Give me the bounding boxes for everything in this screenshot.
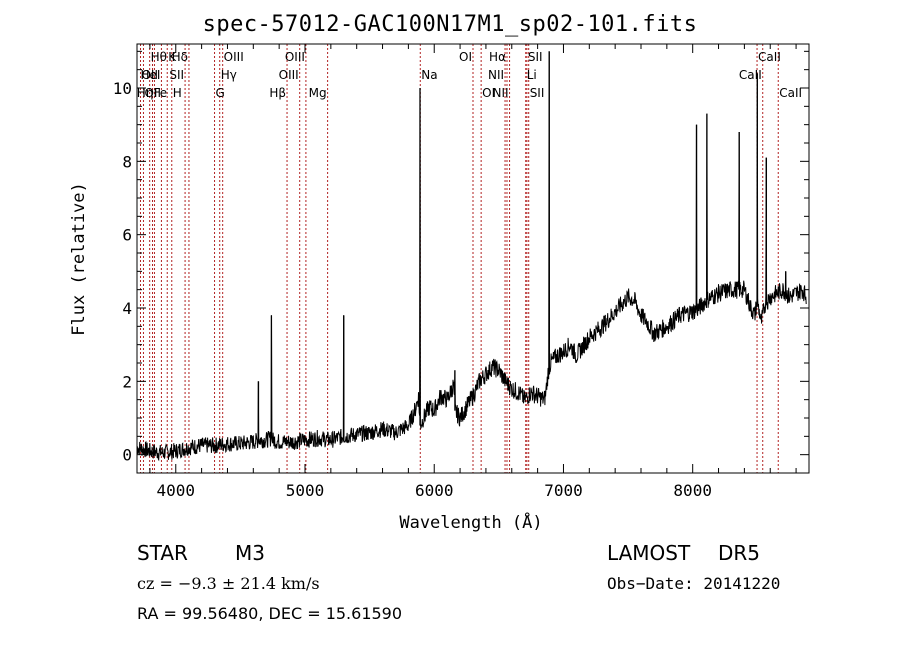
spectral-line-label: OII xyxy=(141,68,158,82)
survey-name: LAMOST xyxy=(607,541,691,565)
spectral-line-label: Li xyxy=(527,68,537,82)
spectral-line-label: OII xyxy=(144,86,161,100)
spectral-line-label: G xyxy=(216,86,225,100)
y-axis-label: Flux (relative) xyxy=(69,182,89,336)
spectral-line-label: CaII xyxy=(739,68,762,82)
chart-title: spec-57012-GAC100N17M1_sp02-101.fits xyxy=(202,12,698,37)
spectral-line-label: OIII xyxy=(279,68,299,82)
spectral-line-label: CaII xyxy=(758,50,781,64)
plot-frame xyxy=(136,43,810,474)
spectral-line-label: OIII xyxy=(224,50,244,64)
x-axis-label: Wavelength (Å) xyxy=(399,511,542,533)
x-tick-label: 7000 xyxy=(544,481,583,500)
spectral-line-label: SII xyxy=(530,86,545,100)
y-tick-label: 8 xyxy=(122,152,132,171)
spectral-line-label: SII xyxy=(528,50,543,64)
y-tick-label: 10 xyxy=(113,79,132,98)
spectral-line-label: Hγ xyxy=(221,68,237,82)
data-release: DR5 xyxy=(718,541,761,565)
spectral-line-label: Mg xyxy=(309,86,327,100)
spectral-line-label: NII xyxy=(488,68,504,82)
observation-date: Obs−Date: 20141220 xyxy=(607,574,781,593)
spectral-line-label: Hβ xyxy=(269,86,286,100)
spectral-line-label: NII xyxy=(493,86,509,100)
spectral-line-label: Na xyxy=(421,68,437,82)
spectral-line-label: OI xyxy=(482,86,495,100)
flux-line xyxy=(136,51,807,462)
spectral-line-label: CaII xyxy=(779,86,802,100)
spectral-line-label: H xyxy=(173,86,182,100)
velocity-readout: cz = −9.3 ± 21.4 km/s xyxy=(137,574,320,593)
spectral-line-label: Hα xyxy=(489,50,506,64)
object-class: STAR xyxy=(137,541,188,565)
y-tick-label: 6 xyxy=(122,226,132,245)
spectral-line-label: Hδ xyxy=(172,50,188,64)
spectral-line-label: OIII xyxy=(285,50,305,64)
object-subclass: M3 xyxy=(235,541,265,565)
x-tick-label: 4000 xyxy=(157,481,196,500)
line-markers xyxy=(139,44,779,473)
x-tick-label: 8000 xyxy=(673,481,712,500)
axes: 4000 5000 6000 7000 8000 0 2 4 6 8 10 xyxy=(113,44,809,500)
flux-series xyxy=(136,51,807,462)
spectral-line-label: Hθ xyxy=(151,50,167,64)
x-tick-label: 6000 xyxy=(415,481,454,500)
spectral-line-label: Fe xyxy=(154,86,168,100)
y-tick-label: 2 xyxy=(122,372,132,391)
coordinates: RA = 99.56480, DEC = 15.61590 xyxy=(137,604,403,623)
spectral-line-label: K xyxy=(168,50,177,64)
x-tick-label: 5000 xyxy=(286,481,325,500)
y-tick-label: 0 xyxy=(122,446,132,465)
spectral-line-label: Hη xyxy=(137,86,154,100)
spectral-line-label: OI xyxy=(459,50,472,64)
spectral-line-label: HeI xyxy=(140,68,160,82)
spectral-line-label: SII xyxy=(169,68,184,82)
y-tick-label: 4 xyxy=(122,299,132,318)
